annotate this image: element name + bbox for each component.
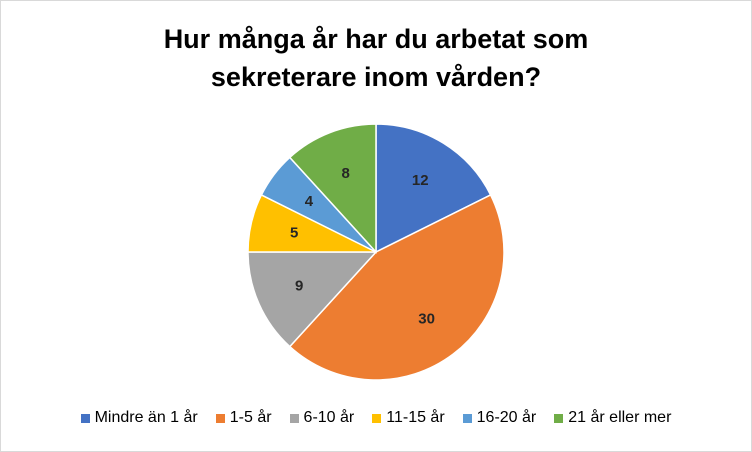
- pie-slice-1-5-r: [288, 193, 505, 381]
- legend-label-21-r-eller-mer: 21 år eller mer: [568, 409, 672, 426]
- legend-label-6-10-r: 6-10 år: [303, 409, 355, 426]
- chart-legend: Mindre än 1 år 1-5 år 6-10 år 11-15 år 16-20…: [0, 409, 752, 427]
- data-label-16-20-r: 4: [305, 193, 314, 210]
- chart-title: Hur många år har du arbetat som sekreter…: [0, 20, 752, 96]
- legend-swatch-21-r-eller-mer: [554, 413, 564, 423]
- legend-item-11-15-r: 11-15 år: [372, 409, 445, 427]
- legend-label-mindre-n-1-r: Mindre än 1 år: [94, 409, 198, 426]
- pie-slice-mindre-n-1-r: [375, 123, 492, 254]
- legend-item-1-5-r: 1-5 år: [215, 409, 272, 427]
- legend-item-16-20-r: 16-20 år: [462, 409, 537, 427]
- legend-swatch-6-10-r: [289, 413, 299, 423]
- legend-item-mindre-n-1-r: Mindre än 1 år: [80, 409, 198, 427]
- legend-swatch-16-20-r: [462, 413, 472, 423]
- legend-swatch-1-5-r: [215, 413, 225, 423]
- data-label-1-5-r: 30: [418, 311, 435, 328]
- data-label-mindre-n-1-r: 12: [412, 172, 429, 189]
- pie-slice-6-10-r: [247, 251, 378, 348]
- data-label-6-10-r: 9: [295, 277, 303, 294]
- legend-item-6-10-r: 6-10 år: [289, 409, 355, 427]
- pie-slice-21-r-eller-mer: [288, 123, 377, 254]
- legend-swatch-mindre-n-1-r: [80, 413, 90, 423]
- legend-label-16-20-r: 16-20 år: [476, 409, 537, 426]
- chart-title-line-2: sekreterare inom vården?: [210, 62, 542, 92]
- legend-item-21-r-eller-mer: 21 år eller mer: [554, 409, 671, 427]
- legend-label-1-5-r: 1-5 år: [229, 409, 272, 426]
- data-label-21-r-eller-mer: 8: [341, 165, 349, 182]
- data-label-11-15-r: 5: [290, 224, 298, 241]
- chart-title-line-1: Hur många år har du arbetat som: [163, 24, 589, 54]
- legend-swatch-11-15-r: [372, 413, 382, 423]
- legend-label-11-15-r: 11-15 år: [386, 409, 445, 426]
